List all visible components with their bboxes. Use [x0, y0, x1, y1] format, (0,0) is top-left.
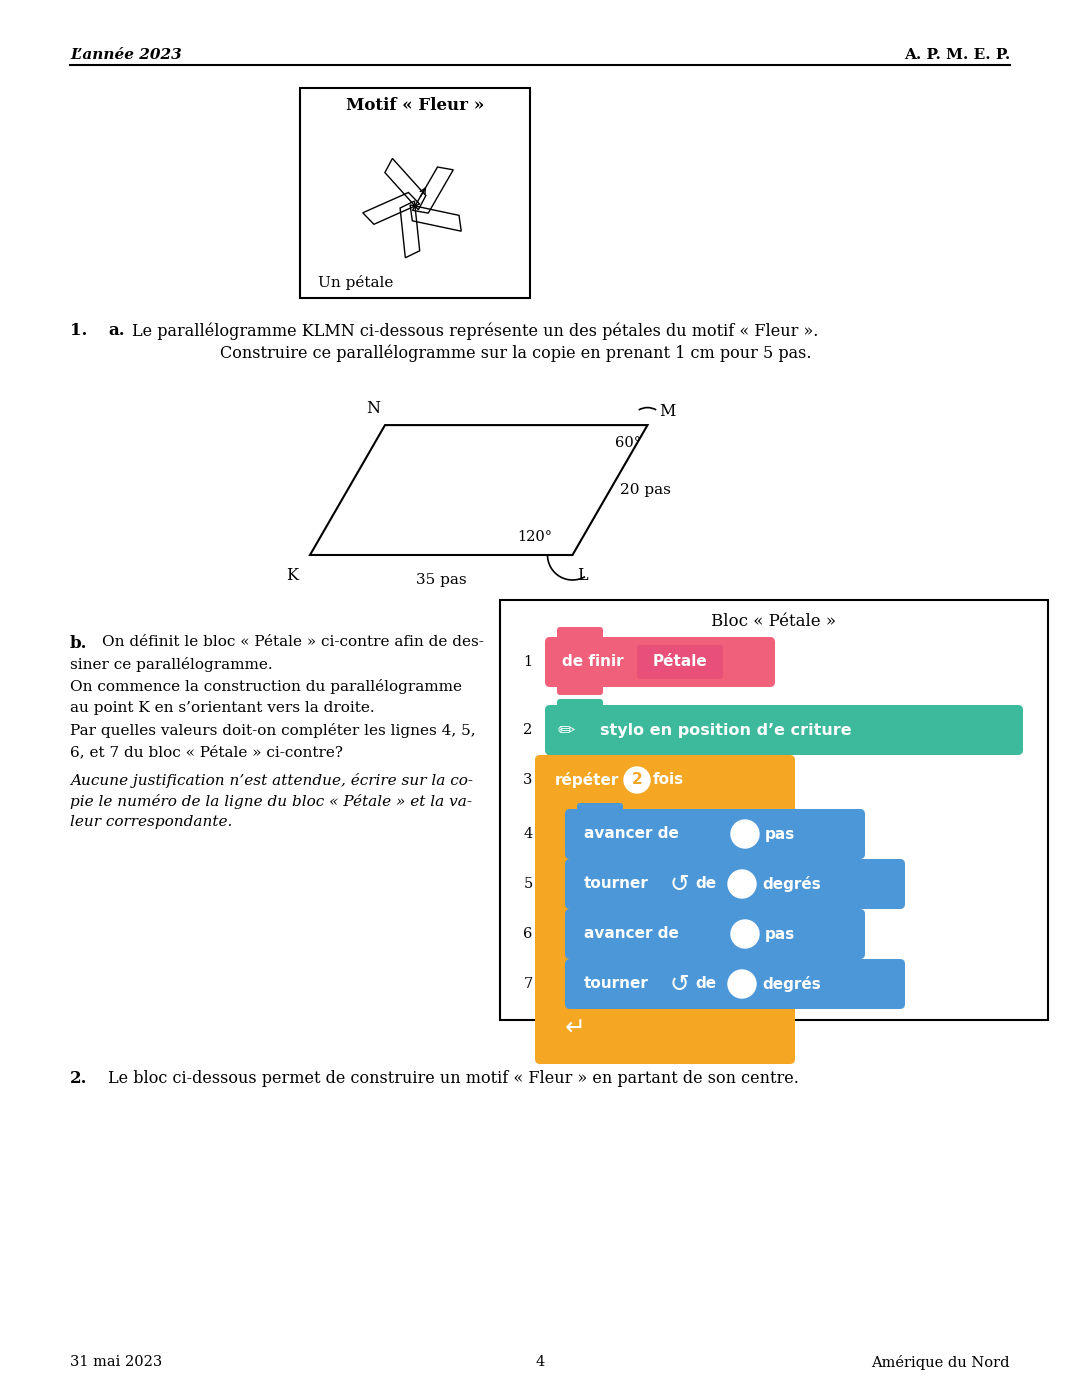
Text: Par quelles valeurs doit-on compléter les lignes 4, 5,: Par quelles valeurs doit-on compléter le…: [70, 724, 475, 738]
Circle shape: [731, 820, 759, 848]
Circle shape: [624, 767, 650, 793]
FancyBboxPatch shape: [546, 749, 593, 768]
Text: stylo en position d’e criture: stylo en position d’e criture: [600, 722, 852, 738]
Text: de: de: [696, 876, 716, 891]
Text: A. P. M. E. P.: A. P. M. E. P.: [904, 47, 1010, 61]
FancyBboxPatch shape: [577, 953, 623, 972]
Text: Pétale: Pétale: [652, 655, 707, 669]
Text: 1: 1: [524, 655, 532, 669]
Text: ↵: ↵: [565, 1017, 585, 1041]
Text: 2.: 2.: [70, 1070, 87, 1087]
FancyBboxPatch shape: [557, 627, 603, 650]
Text: avancer de: avancer de: [584, 827, 679, 841]
Text: degrés: degrés: [762, 977, 821, 992]
Circle shape: [731, 921, 759, 949]
Text: tourner: tourner: [584, 876, 649, 891]
Text: M: M: [660, 404, 676, 420]
Text: 4: 4: [536, 1355, 544, 1369]
Text: 120°: 120°: [517, 529, 552, 543]
Bar: [500, 599, 1048, 1020]
Text: a.: a.: [108, 321, 124, 339]
Text: Motif « Fleur »: Motif « Fleur »: [346, 98, 484, 115]
FancyBboxPatch shape: [557, 698, 603, 719]
Text: fois: fois: [653, 773, 684, 788]
FancyBboxPatch shape: [577, 803, 623, 823]
FancyBboxPatch shape: [565, 958, 905, 1009]
Text: avancer de: avancer de: [584, 926, 679, 942]
FancyBboxPatch shape: [565, 859, 905, 909]
Text: ↺: ↺: [670, 972, 690, 996]
FancyBboxPatch shape: [565, 809, 865, 859]
Text: L: L: [578, 567, 589, 584]
Text: 2: 2: [524, 724, 532, 738]
Text: pas: pas: [765, 827, 795, 841]
Text: Bloc « Pétale »: Bloc « Pétale »: [712, 613, 837, 630]
Circle shape: [728, 970, 756, 997]
Text: N: N: [366, 400, 380, 418]
Text: 20 pas: 20 pas: [620, 483, 671, 497]
FancyBboxPatch shape: [565, 909, 865, 958]
Text: L’année 2023: L’année 2023: [70, 47, 181, 61]
Bar: [300, 88, 530, 298]
Text: 5: 5: [524, 877, 532, 891]
Text: Construire ce parallélogramme sur la copie en prenant 1 cm pour 5 pas.: Construire ce parallélogramme sur la cop…: [220, 344, 811, 362]
Text: Le parallélogramme KLMN ci-dessous représente un des pétales du motif « Fleur ».: Le parallélogramme KLMN ci-dessous repré…: [132, 321, 819, 339]
FancyBboxPatch shape: [577, 902, 623, 923]
Text: On définit le bloc « Pétale » ci-contre afin de des-: On définit le bloc « Pétale » ci-contre …: [102, 636, 484, 650]
Text: pas: pas: [765, 926, 795, 942]
Text: 4: 4: [524, 827, 532, 841]
FancyBboxPatch shape: [535, 1007, 645, 1052]
FancyBboxPatch shape: [577, 854, 623, 873]
Text: 2: 2: [632, 773, 643, 788]
Text: 31 mai 2023: 31 mai 2023: [70, 1355, 162, 1369]
Text: siner ce parallélogramme.: siner ce parallélogramme.: [70, 657, 272, 672]
Text: 6: 6: [524, 928, 532, 942]
Text: 6, et 7 du bloc « Pétale » ci-contre?: 6, et 7 du bloc « Pétale » ci-contre?: [70, 745, 343, 759]
Text: ✏: ✏: [557, 719, 575, 740]
FancyBboxPatch shape: [557, 673, 603, 694]
Text: 3: 3: [524, 773, 532, 787]
Text: Le bloc ci-dessous permet de construire un motif « Fleur » en partant de son cen: Le bloc ci-dessous permet de construire …: [108, 1070, 799, 1087]
Text: leur correspondante.: leur correspondante.: [70, 814, 232, 828]
Text: b.: b.: [70, 636, 87, 652]
FancyBboxPatch shape: [637, 645, 723, 679]
Text: répéter: répéter: [555, 773, 619, 788]
Text: Un pétale: Un pétale: [318, 275, 393, 291]
Text: 35 pas: 35 pas: [416, 573, 467, 587]
Text: au point K en s’orientant vers la droite.: au point K en s’orientant vers la droite…: [70, 701, 375, 715]
Text: Aucune justification n’est attendue, écrire sur la co-: Aucune justification n’est attendue, écr…: [70, 773, 473, 788]
FancyBboxPatch shape: [545, 637, 775, 687]
Text: K: K: [286, 567, 298, 584]
Text: pie le numéro de la ligne du bloc « Pétale » et la va-: pie le numéro de la ligne du bloc « Péta…: [70, 793, 472, 809]
Text: 60°: 60°: [615, 436, 640, 450]
FancyBboxPatch shape: [545, 705, 1023, 754]
Circle shape: [728, 870, 756, 898]
Text: de: de: [696, 977, 716, 992]
Text: de finir: de finir: [562, 655, 623, 669]
Text: degrés: degrés: [762, 876, 821, 893]
Text: On commence la construction du parallélogramme: On commence la construction du parallélo…: [70, 679, 462, 694]
Text: ↺: ↺: [670, 872, 690, 895]
Text: tourner: tourner: [584, 977, 649, 992]
Text: 7: 7: [524, 977, 532, 990]
Text: Amérique du Nord: Amérique du Nord: [872, 1355, 1010, 1370]
FancyBboxPatch shape: [535, 754, 795, 1065]
Text: 1.: 1.: [70, 321, 87, 339]
